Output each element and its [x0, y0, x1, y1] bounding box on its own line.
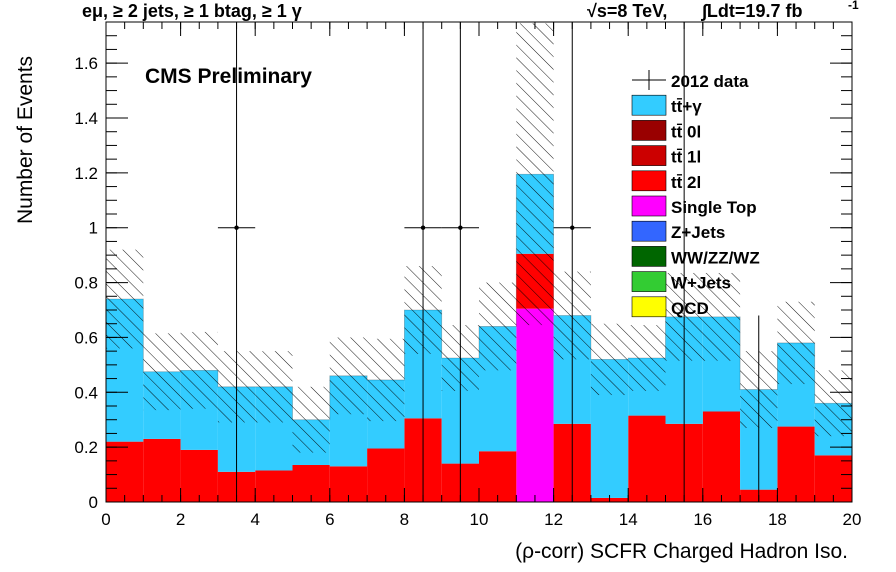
- x-tick-label-10: 20: [843, 510, 862, 529]
- legend-label-4: tt̄ 2l: [671, 173, 701, 192]
- uncertainty-bin-16: [702, 272, 741, 361]
- data-point-3: [553, 22, 591, 502]
- data-point-4: [665, 22, 703, 502]
- x-tick-label-6: 12: [544, 510, 563, 529]
- bar-tt-2l-18: [777, 426, 815, 502]
- legend-item-z-jets: Z+Jets: [631, 220, 725, 242]
- bar-tt-2l-2: [180, 449, 218, 502]
- legend-swatch-1: [631, 94, 667, 116]
- x-tick-label-4: 8: [400, 510, 409, 529]
- uncertainty-bin-4: [255, 351, 293, 423]
- x-tick-label-8: 16: [693, 510, 712, 529]
- x-axis-title: (ρ-corr) SCFR Charged Hadron Iso.: [515, 540, 848, 563]
- x-tick-label-5: 10: [470, 510, 489, 529]
- uncertainty-bin-1: [143, 333, 181, 411]
- legend-item-tt-0l: tt̄ 0l: [631, 120, 701, 141]
- legend-item-ww-zz-wz: WW/ZZ/WZ: [631, 246, 760, 267]
- y-tick-label-0: 0: [89, 493, 98, 512]
- x-tick-label-1: 2: [176, 510, 185, 529]
- legend-swatch-4: [631, 170, 667, 192]
- bar-single-top-11: [516, 308, 554, 502]
- legend-item-2012-data: 2012 data: [632, 70, 749, 91]
- legend-swatch-7: [631, 246, 667, 267]
- header-energy: √s=8 TeV,: [587, 1, 667, 21]
- uncertainty-bin-18: [777, 301, 815, 385]
- x-tick-label-7: 14: [619, 510, 638, 529]
- legend-label-0: 2012 data: [671, 72, 749, 91]
- header-lumi: ∫Ldt=19.7 fb: [701, 1, 802, 21]
- axes: 0 2 4 6 8 10 12 14 16 18 20 0 0.2 0.4 0.6 0.8 1 1.2 1.4 1.6: [74, 21, 862, 529]
- bar-tt-2l-7: [367, 448, 405, 502]
- uncertainty-bin-6: [329, 337, 368, 415]
- uncertainty-bin-10: [479, 282, 517, 371]
- uncertainty-bin-13: [590, 323, 629, 396]
- uncertainty-bin-2: [180, 331, 218, 409]
- legend-label-1: tt̄+γ: [671, 97, 702, 116]
- y-tick-label-4: 0.8: [74, 274, 98, 293]
- legend-label-3: tt̄ 1l: [671, 148, 701, 167]
- legend-label-8: W+Jets: [671, 274, 731, 293]
- legend-item-tt: tt̄+γ: [631, 94, 702, 116]
- x-tick-label-9: 18: [768, 510, 787, 529]
- legend-swatch-6: [631, 220, 667, 242]
- x-tick-label-3: 6: [325, 510, 334, 529]
- legend-label-7: WW/ZZ/WZ: [671, 248, 760, 267]
- legend-item-qcd: QCD: [631, 296, 709, 318]
- data-points: [217, 22, 778, 502]
- legend: 2012 data tt̄+γ tt̄ 0l tt̄ 1l tt̄ 2l Single T…: [631, 70, 760, 318]
- x-tick-label-2: 4: [250, 510, 259, 529]
- uncertainty-bin-14: [628, 325, 666, 391]
- uncertainty-bin-19: [814, 370, 852, 437]
- bar-tt-2l-10: [479, 451, 517, 502]
- uncertainty-bin-5: [292, 386, 330, 453]
- legend-label-9: QCD: [671, 299, 709, 318]
- data-point-0: [217, 22, 256, 502]
- header-lumi-exponent: -1: [848, 0, 859, 12]
- uncertainty-bin-0: [106, 249, 144, 349]
- legend-swatch-8: [631, 271, 667, 292]
- data-point-2: [441, 22, 479, 502]
- y-tick-label-1: 0.2: [74, 438, 98, 457]
- cms-preliminary-label: CMS Preliminary: [145, 65, 312, 88]
- data-point-5: [740, 315, 778, 502]
- y-tick-label-8: 1.6: [74, 54, 98, 73]
- y-tick-label-3: 0.6: [74, 328, 98, 347]
- bar-tt-2l-19: [814, 455, 852, 502]
- legend-swatch-3: [631, 145, 667, 166]
- y-tick-label-7: 1.4: [74, 109, 98, 128]
- bar-tt-2l-1: [143, 438, 181, 502]
- x-tick-label-0: 0: [101, 510, 110, 529]
- bar-tt-2l-0: [106, 441, 144, 502]
- legend-item-tt-2l: tt̄ 2l: [631, 170, 701, 192]
- legend-label-6: Z+Jets: [671, 223, 725, 242]
- legend-swatch-5: [631, 195, 667, 217]
- legend-swatch-9: [631, 296, 667, 318]
- uncertainty-bin-11: [516, 23, 554, 326]
- legend-item-tt-1l: tt̄ 1l: [631, 145, 701, 167]
- legend-swatch-2: [631, 120, 667, 141]
- legend-item-single-top: Single Top: [631, 195, 757, 217]
- legend-label-5: Single Top: [671, 198, 757, 217]
- header-selection: eμ, ≥ 2 jets, ≥ 1 btag, ≥ 1 γ: [82, 1, 302, 21]
- y-axis-title: Number of Events: [14, 56, 37, 224]
- legend-label-2: tt̄ 0l: [671, 122, 701, 141]
- data-point-1: [404, 22, 442, 502]
- y-tick-label-5: 1: [89, 219, 98, 238]
- y-tick-label-2: 0.4: [74, 383, 98, 402]
- bar-tt-2l-16: [702, 411, 741, 502]
- legend-item-w-jets: W+Jets: [631, 271, 731, 293]
- uncertainty-bin-7: [367, 338, 405, 422]
- y-tick-label-6: 1.2: [74, 164, 98, 183]
- bar-tt-2l-14: [628, 415, 666, 502]
